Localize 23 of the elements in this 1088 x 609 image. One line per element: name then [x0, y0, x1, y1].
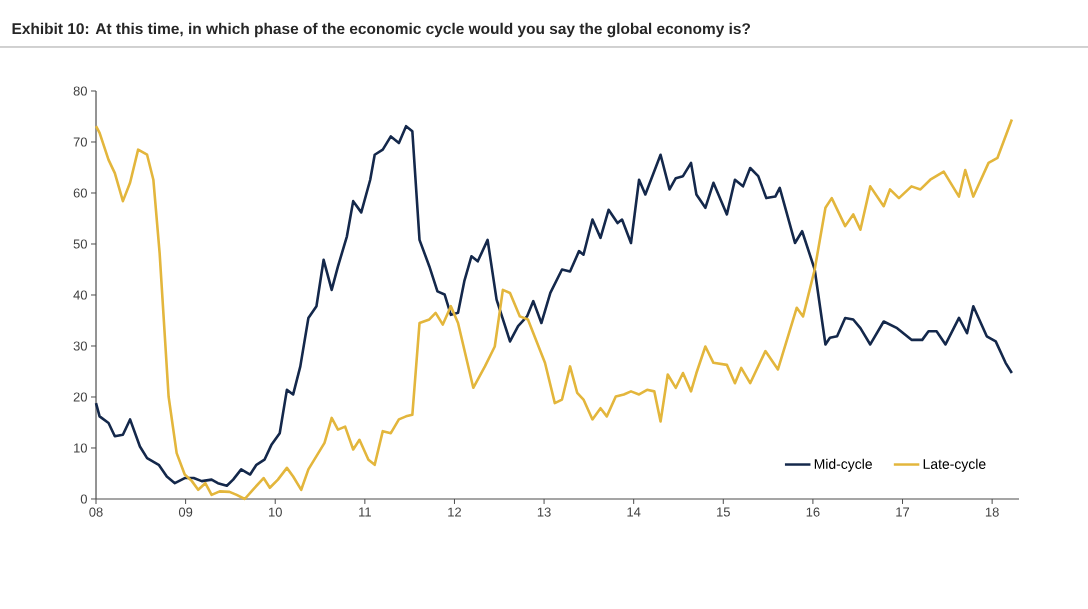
y-tick-label: 80	[73, 86, 87, 96]
x-tick-label: 12	[448, 507, 461, 517]
x-tick-label: 08	[89, 507, 103, 517]
x-tick-label: 18	[985, 507, 999, 517]
chart-title: Exhibit 10: At this time, in which phase of the economic cycle would you say the global economy is?	[12, 22, 751, 38]
legend-label: Mid-cycle	[814, 458, 872, 472]
y-tick-label: 60	[73, 188, 87, 198]
y-tick-label: 30	[73, 341, 87, 351]
x-tick-label: 15	[717, 507, 730, 517]
y-tick-label: 50	[73, 239, 87, 249]
x-tick-label: 16	[806, 507, 820, 517]
legend-label: Late-cycle	[923, 458, 986, 472]
x-tick-label: 14	[627, 507, 641, 517]
y-tick-label: 20	[73, 392, 87, 402]
x-tick-label: 17	[896, 507, 910, 517]
y-tick-label: 40	[73, 290, 87, 300]
x-tick-label: 10	[269, 507, 282, 517]
x-tick-label: 09	[178, 507, 193, 517]
x-tick-label: 11	[359, 507, 371, 517]
y-tick-label: 10	[74, 443, 87, 453]
y-tick-label: 70	[73, 137, 87, 147]
y-tick-label: 0	[80, 494, 87, 504]
x-tick-label: 13	[537, 507, 551, 517]
